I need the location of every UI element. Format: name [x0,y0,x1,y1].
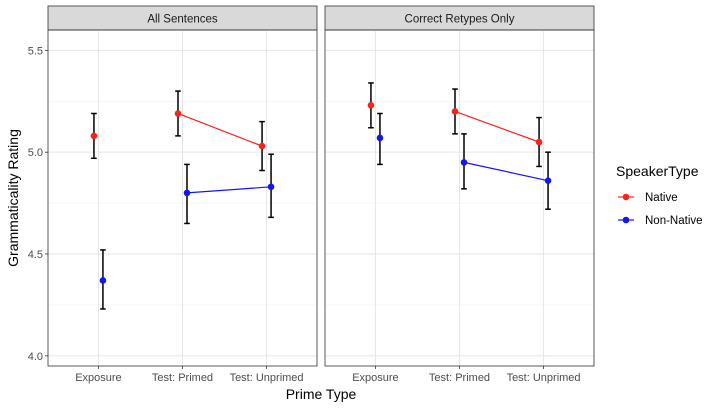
x-tick-label: Test: Unprimed [507,372,581,384]
y-tick-label: 5.5 [28,45,43,57]
y-tick-label: 4.5 [28,249,43,261]
data-point-native [535,138,543,146]
data-marks [90,90,275,310]
series-line-native [454,110,540,143]
x-tick-label: Exposure [75,372,121,384]
data-point-native [90,132,98,140]
y-axis: 4.0 4.5 5.0 5.5 [28,45,48,363]
data-point-non-native [376,134,384,142]
data-point-non-native [544,177,552,184]
data-point-non-native [460,159,468,166]
data-point-non-native [99,277,107,284]
legend: SpeakerType Native Non-Native [616,163,703,227]
y-axis-title: Grammaticality Rating [5,129,21,267]
x-tick-label: Exposure [352,372,398,384]
x-tick-label: Test: Primed [429,372,490,384]
data-point-non-native [267,183,275,191]
facet-strip-title: All Sentences [147,14,218,26]
legend-key-point [622,216,630,224]
x-tick-label: Test: Unprimed [230,372,304,384]
legend-key-point [622,193,630,201]
x-tick-label: Test: Primed [152,372,213,384]
facet-panel-correct-retypes-only: Correct Retypes Only [324,5,595,367]
data-point-non-native [183,189,191,197]
data-marks [367,82,552,210]
series-line-non-native [186,186,272,194]
facet-strip [324,5,595,31]
legend-title: SpeakerType [616,163,699,179]
data-point-native [174,110,182,117]
data-point-native [451,108,459,115]
grid [325,30,594,366]
facet-panel-all-sentences: All Sentences [47,5,318,367]
series-line-native [177,112,263,147]
legend-label: Native [645,192,678,204]
facet-strip-title: Correct Retypes Only [405,14,515,26]
y-tick-label: 4.0 [28,351,43,363]
data-point-native [258,142,266,150]
grid [48,30,317,366]
data-point-native [367,102,375,109]
y-tick-label: 5.0 [28,147,43,159]
facet-strip [47,5,318,31]
legend-items: Native Non-Native [618,192,703,227]
legend-label: Non-Native [645,215,703,227]
x-axis: Exposure Test: Primed Test: Unprimed Exposu… [75,366,581,384]
series-line-non-native [463,161,549,182]
x-axis-title: Prime Type [286,386,357,402]
